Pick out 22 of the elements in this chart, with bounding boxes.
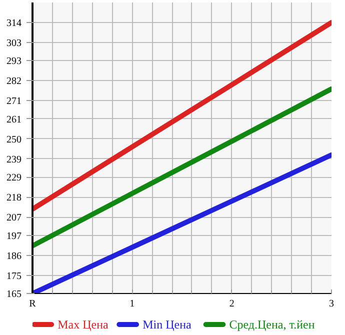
y-tick-label: 229 xyxy=(6,172,22,184)
x-tick-label: 1 xyxy=(130,298,135,310)
y-tick-label: 165 xyxy=(6,289,22,300)
y-tick-label: 197 xyxy=(6,230,22,242)
x-tick-label: R xyxy=(29,298,36,310)
y-tick-label: 282 xyxy=(6,76,22,88)
legend-label: Сред.Цена, т.йен xyxy=(229,318,316,332)
y-tick-label: 250 xyxy=(6,134,22,146)
y-tick-label: 186 xyxy=(6,250,22,262)
y-tick-label: 261 xyxy=(6,114,22,126)
y-tick-label: 218 xyxy=(6,192,22,204)
y-tick-label: 303 xyxy=(6,38,22,50)
y-tick-label: 239 xyxy=(6,154,22,166)
legend-label: Max Цена xyxy=(58,318,110,332)
y-tick-label: 271 xyxy=(6,96,22,108)
y-tick-label: 314 xyxy=(6,18,22,30)
y-tick-label: 207 xyxy=(6,212,22,224)
x-tick-label: 2 xyxy=(229,298,234,310)
x-tick-label: 3 xyxy=(329,298,334,310)
y-tick-label: 293 xyxy=(6,56,22,68)
y-tick-label: 175 xyxy=(6,270,22,282)
legend-label: Min Цена xyxy=(142,318,192,332)
